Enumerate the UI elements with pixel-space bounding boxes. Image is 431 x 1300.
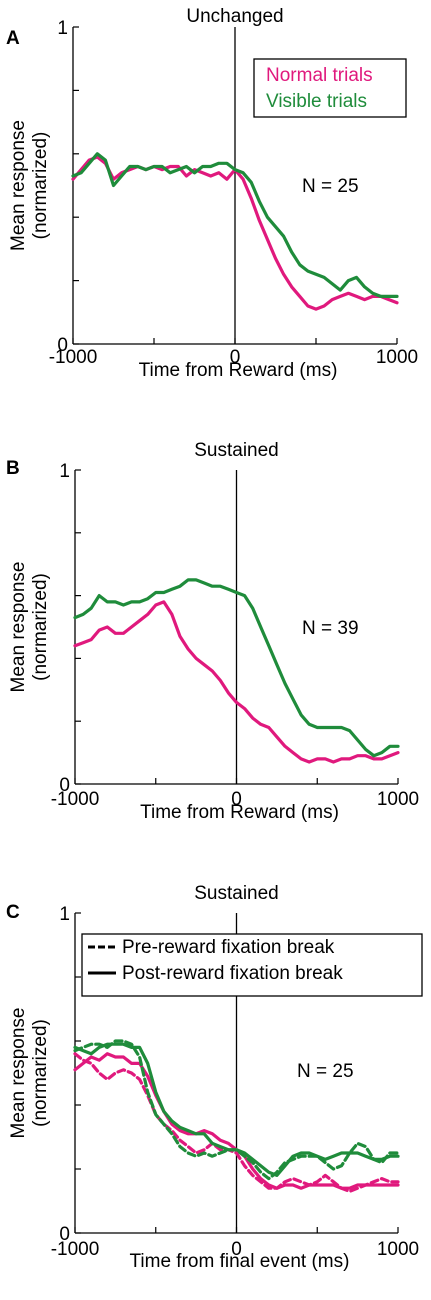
y-axis-label-line1: Mean response bbox=[8, 1008, 29, 1139]
series-line bbox=[73, 1042, 400, 1177]
panel-letter: C bbox=[6, 902, 20, 923]
x-tick-label: 0 bbox=[231, 1239, 242, 1260]
y-axis-label-line2: (normarized) bbox=[30, 132, 51, 240]
series-line bbox=[73, 578, 400, 758]
y-axis-label: Mean response (normarized) bbox=[8, 120, 51, 251]
chart-title: Unchanged bbox=[186, 6, 283, 27]
n-annotation: N = 25 bbox=[297, 1061, 354, 1082]
y-tick-label: 0 bbox=[57, 335, 68, 356]
series-line bbox=[73, 600, 400, 764]
x-tick-label: -1000 bbox=[51, 1239, 100, 1260]
y-axis-label-line1: Mean response bbox=[8, 120, 29, 251]
legend-box bbox=[81, 933, 423, 997]
x-tick-label: 1000 bbox=[377, 1239, 419, 1260]
chart-title: Sustained bbox=[194, 883, 279, 904]
y-axis-label-line2: (normarized) bbox=[30, 1019, 51, 1127]
series-line bbox=[71, 152, 399, 298]
y-axis-label: Mean response (normarized) bbox=[8, 562, 51, 693]
legend-entry: Post-reward fixation break bbox=[122, 963, 343, 984]
panel-letter: A bbox=[6, 28, 20, 49]
y-tick-label: 0 bbox=[59, 775, 70, 796]
y-axis-label-line2: (normarized) bbox=[30, 573, 51, 681]
x-axis-label: Time from Reward (ms) bbox=[140, 802, 339, 823]
x-tick-label: -1000 bbox=[49, 347, 98, 368]
y-axis-label-line1: Mean response bbox=[8, 562, 29, 693]
legend-entry: Pre-reward fixation break bbox=[122, 937, 335, 958]
x-tick-label: 0 bbox=[231, 789, 242, 810]
n-annotation: N = 25 bbox=[302, 176, 359, 197]
y-tick-label: 1 bbox=[57, 18, 68, 39]
y-tick-label: 1 bbox=[59, 904, 70, 925]
x-tick-label: -1000 bbox=[51, 789, 100, 810]
y-tick-label: 1 bbox=[59, 461, 70, 482]
x-axis-label: Time from Reward (ms) bbox=[139, 360, 338, 381]
y-tick-label: 0 bbox=[59, 1224, 70, 1245]
x-tick-label: 1000 bbox=[376, 347, 418, 368]
n-annotation: N = 39 bbox=[302, 618, 359, 639]
chart-title: Sustained bbox=[194, 440, 279, 461]
x-axis-label: Time from final event (ms) bbox=[130, 1251, 350, 1272]
y-axis-label: Mean response (normarized) bbox=[8, 1008, 51, 1139]
legend: Pre-reward fixation break Post-reward fix… bbox=[81, 933, 423, 997]
legend: Normal trials Visible trials bbox=[253, 58, 407, 118]
x-tick-label: 1000 bbox=[377, 789, 419, 810]
x-tick-label: 0 bbox=[230, 347, 241, 368]
legend-box bbox=[253, 58, 407, 118]
legend-entry: Visible trials bbox=[266, 91, 367, 112]
legend-entry: Normal trials bbox=[266, 65, 373, 86]
panel-letter: B bbox=[6, 458, 20, 479]
